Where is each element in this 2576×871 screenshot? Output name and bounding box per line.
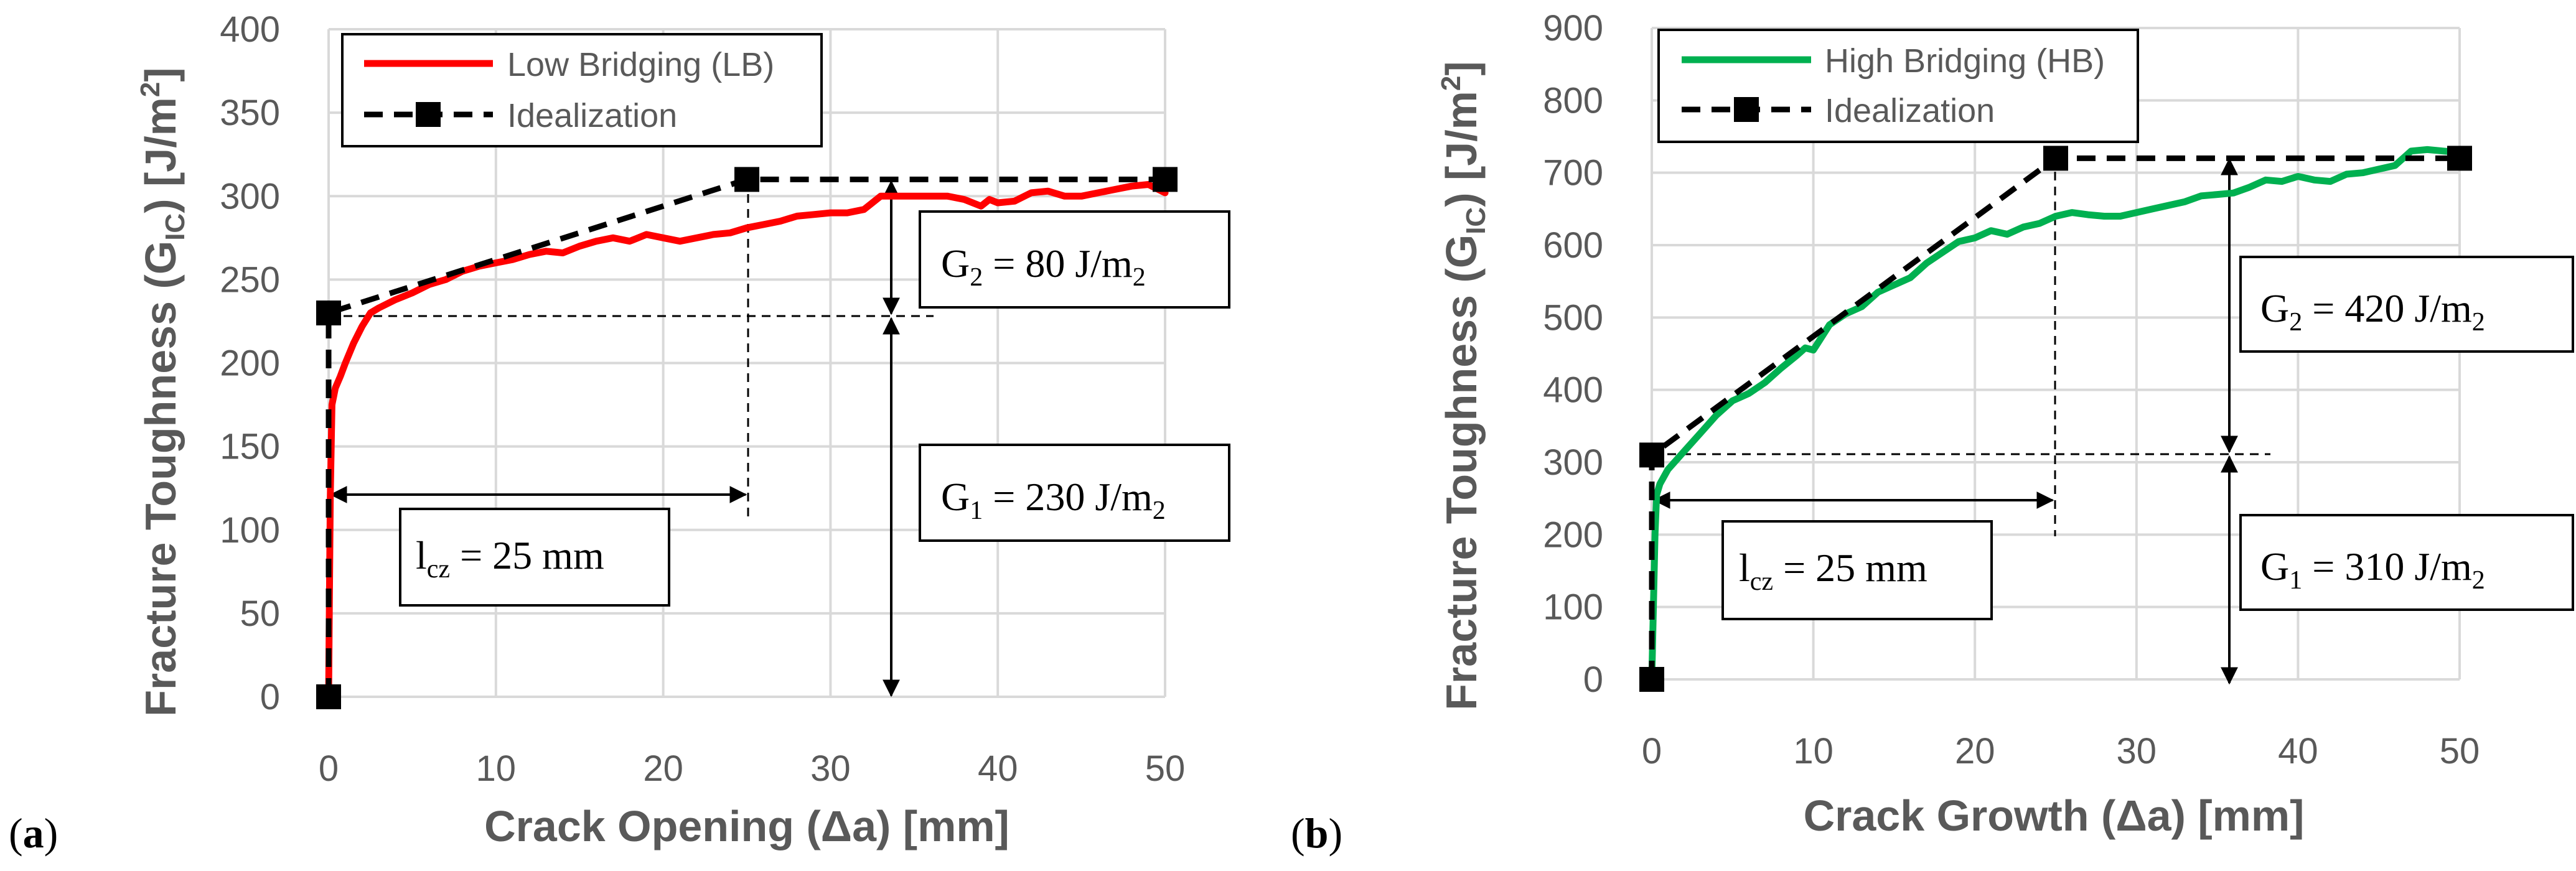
- y-tick-label: 100: [1543, 587, 1603, 628]
- y-tick-label: 250: [220, 259, 280, 300]
- y-tick-label: 200: [220, 343, 280, 384]
- y-tick-label: 600: [1543, 225, 1603, 266]
- legend-marker-idealization: [416, 102, 441, 127]
- series-line-measured: [325, 181, 1169, 701]
- series-line-measured: [1648, 146, 2463, 683]
- y-tick-label: 0: [1583, 659, 1603, 700]
- series-layer: [316, 167, 1178, 709]
- legend-marker-idealization: [1734, 97, 1759, 122]
- y-tick-label: 800: [1543, 80, 1603, 121]
- y-tick-label: 700: [1543, 153, 1603, 193]
- x-tick-label: 0: [1642, 731, 1662, 771]
- x-tick-label: 50: [1145, 748, 1186, 789]
- legend-label-idealization: Idealization: [507, 97, 677, 134]
- idealization-marker: [734, 167, 759, 192]
- legend-label-hb: High Bridging (HB): [1825, 42, 2105, 80]
- y-tick-label: 300: [220, 176, 280, 217]
- idealization-marker: [316, 300, 341, 326]
- x-axis-title: Crack Opening (Δa) [mm]: [484, 802, 1009, 850]
- x-tick-label: 0: [319, 748, 339, 789]
- idealization-marker: [1639, 442, 1664, 468]
- lcz-annotation: lcz = 25 mm: [1739, 546, 1927, 596]
- series-line-idealization: [1649, 155, 2460, 679]
- x-tick-label: 20: [1955, 731, 1995, 771]
- legend-box: [1657, 29, 2139, 143]
- x-tick-labels: 0 10 20 30 40 50: [1642, 731, 2480, 771]
- g1-annotation: G1 = 310 J/m2: [2260, 544, 2485, 595]
- lcz-annotation-box: [399, 508, 670, 607]
- panel-label-b: (b): [1291, 809, 1342, 857]
- y-axis-title: Fracture Toughness (GIC) [J/m2]: [135, 67, 190, 716]
- y-tick-label: 400: [220, 9, 280, 50]
- y-tick-label: 300: [1543, 442, 1603, 483]
- lcz-annotation: lcz = 25 mm: [416, 533, 604, 584]
- idealization-marker: [1153, 167, 1178, 192]
- series-line-idealization: [326, 176, 1165, 697]
- g1-annotation-box: [919, 444, 1230, 542]
- idealization-marker: [1639, 667, 1664, 692]
- y-axis-title: Fracture Toughness (GIC) [J/m2]: [1436, 61, 1491, 710]
- g2-annotation-box: [2239, 256, 2574, 353]
- x-tick-label: 20: [643, 748, 683, 789]
- y-tick-label: 900: [1543, 8, 1603, 49]
- x-tick-label: 30: [2117, 731, 2157, 771]
- y-tick-label: 500: [1543, 297, 1603, 338]
- g2-annotation: G2 = 420 J/m2: [2260, 286, 2485, 337]
- y-tick-labels: 0 50 100 150 200 250 300 350 400: [220, 9, 280, 717]
- y-tick-labels: 0 100 200 300 400 500 600 700 800 900: [1543, 8, 1603, 700]
- y-tick-label: 400: [1543, 370, 1603, 411]
- legend-label-idealization: Idealization: [1825, 92, 1995, 129]
- g1-annotation: G1 = 230 J/m2: [941, 475, 1166, 525]
- g1-annotation-box: [2239, 514, 2574, 611]
- y-tick-label: 350: [220, 93, 280, 133]
- y-tick-label: 0: [260, 677, 280, 717]
- chart-panel-a: 0 50 100 150 200 250 300 350 400 0 10 20 30 40 50 G2 …: [9, 9, 1230, 857]
- x-tick-label: 10: [476, 748, 517, 789]
- x-tick-label: 40: [2278, 731, 2318, 771]
- chart-panel-b: 0 100 200 300 400 500 600 700 800 900 0 10 20 30 40 50…: [1291, 8, 2574, 857]
- x-axis-title: Crack Growth (Δa) [mm]: [1804, 791, 2305, 840]
- y-tick-label: 100: [220, 510, 280, 551]
- y-tick-label: 150: [220, 427, 280, 467]
- g2-annotation: G2 = 80 J/m2: [941, 241, 1146, 292]
- idealization-marker: [2043, 146, 2068, 171]
- x-tick-label: 40: [978, 748, 1018, 789]
- x-tick-labels: 0 10 20 30 40 50: [319, 748, 1185, 789]
- series-layer: [1639, 146, 2472, 692]
- idealization-marker: [316, 684, 341, 709]
- legend-box: [341, 33, 823, 147]
- panel-label-a: (a): [9, 809, 58, 857]
- x-tick-label: 50: [2440, 731, 2480, 771]
- lcz-annotation-box: [1721, 520, 1993, 620]
- legend-label-lb: Low Bridging (LB): [507, 46, 774, 83]
- y-tick-label: 50: [240, 594, 280, 634]
- x-tick-label: 10: [1793, 731, 1834, 771]
- y-tick-label: 200: [1543, 515, 1603, 555]
- g2-annotation-box: [919, 210, 1230, 309]
- idealization-marker: [2447, 146, 2472, 171]
- x-tick-label: 30: [810, 748, 851, 789]
